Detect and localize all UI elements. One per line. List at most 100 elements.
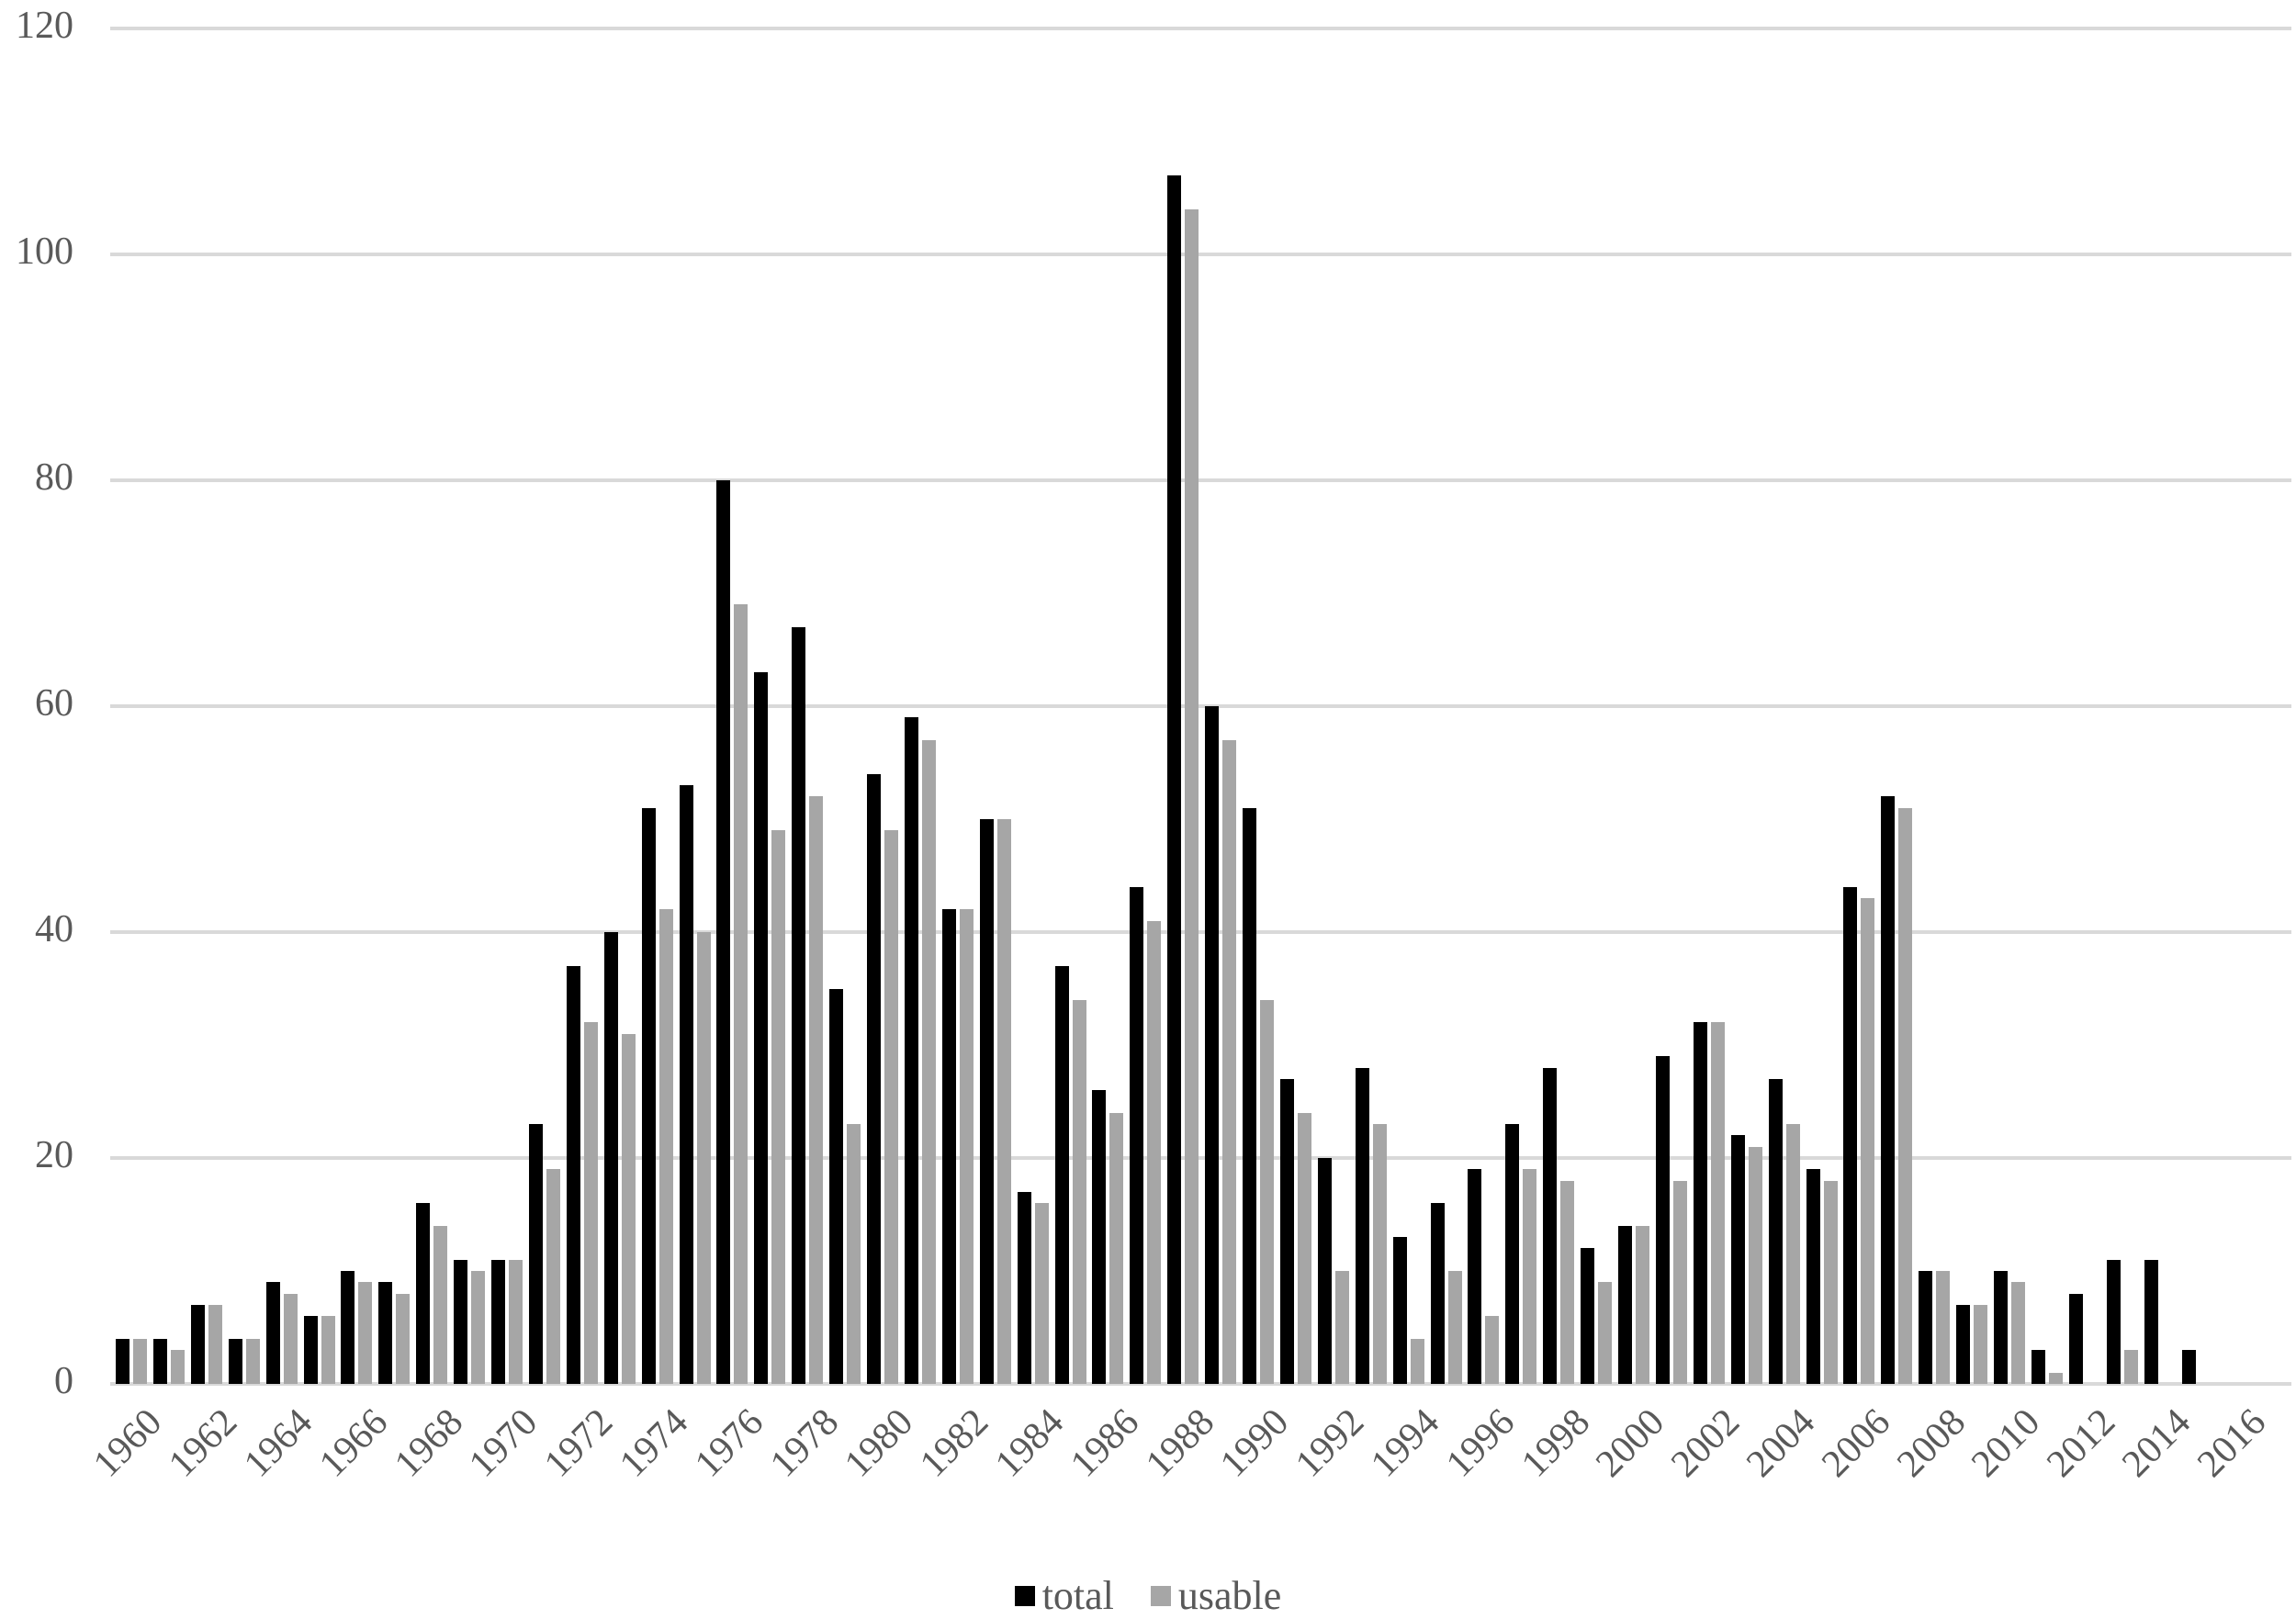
bar-usable-1999 <box>1598 1282 1613 1384</box>
bar-usable-2004 <box>1785 1124 1800 1384</box>
bar-usable-2006 <box>1861 898 1875 1384</box>
bar-total-1986 <box>1092 1090 1107 1384</box>
bar-usable-1969 <box>471 1271 486 1384</box>
gridline-100 <box>110 253 2291 256</box>
bar-total-1970 <box>491 1259 505 1384</box>
bar-usable-1980 <box>884 830 898 1384</box>
bar-usable-1998 <box>1560 1180 1575 1384</box>
bar-usable-1982 <box>959 909 974 1384</box>
bar-usable-1987 <box>1147 920 1162 1384</box>
legend-label-usable: usable <box>1177 1573 1282 1618</box>
bar-total-2004 <box>1768 1078 1783 1384</box>
bar-total-2009 <box>1956 1304 1971 1384</box>
bar-total-1976 <box>716 480 731 1384</box>
bar-total-2012 <box>2068 1293 2083 1384</box>
bar-total-1995 <box>1430 1203 1445 1384</box>
bar-total-2010 <box>1994 1271 2008 1384</box>
bar-usable-2001 <box>1672 1180 1687 1384</box>
bar-total-1980 <box>867 773 881 1384</box>
y-tick-label: 0 <box>54 1360 73 1402</box>
bar-usable-1962 <box>208 1304 222 1384</box>
bar-usable-2010 <box>2011 1282 2025 1384</box>
bar-total-1996 <box>1468 1169 1482 1384</box>
gridline-60 <box>110 704 2291 708</box>
bar-usable-2002 <box>1710 1022 1725 1384</box>
bar-total-2001 <box>1655 1056 1670 1384</box>
bar-total-1981 <box>904 717 918 1384</box>
bar-total-1965 <box>303 1316 318 1384</box>
bar-usable-1965 <box>321 1316 335 1384</box>
bar-usable-1974 <box>658 909 673 1384</box>
y-tick-label: 100 <box>16 230 73 273</box>
bar-usable-2008 <box>1936 1271 1951 1384</box>
gridline-80 <box>110 478 2291 482</box>
bar-usable-1977 <box>771 830 786 1384</box>
bar-total-1972 <box>566 965 580 1384</box>
bar-total-1987 <box>1130 886 1144 1384</box>
bar-usable-1983 <box>996 819 1011 1384</box>
bar-total-1973 <box>603 932 618 1384</box>
bar-usable-1993 <box>1372 1124 1387 1384</box>
bar-total-1982 <box>941 909 956 1384</box>
bar-total-1994 <box>1392 1237 1407 1384</box>
bar-total-1979 <box>829 988 844 1384</box>
bar-total-2013 <box>2106 1259 2121 1384</box>
bar-usable-2009 <box>1974 1304 1988 1384</box>
bar-total-1988 <box>1167 174 1182 1384</box>
bar-usable-1988 <box>1185 208 1199 1384</box>
bar-total-1964 <box>265 1282 280 1384</box>
legend-item-usable: usable <box>1150 1572 1282 1619</box>
y-tick-label: 20 <box>35 1134 73 1176</box>
bar-total-1971 <box>528 1124 543 1384</box>
bar-usable-2007 <box>1898 807 1913 1384</box>
bar-total-1991 <box>1279 1078 1294 1384</box>
bar-total-1975 <box>679 785 693 1384</box>
bar-usable-1986 <box>1109 1112 1124 1384</box>
bar-total-1992 <box>1317 1158 1332 1384</box>
bar-total-1998 <box>1543 1067 1558 1384</box>
y-tick-label: 80 <box>35 456 73 499</box>
bar-total-1983 <box>979 819 994 1384</box>
bar-total-2007 <box>1881 796 1896 1384</box>
bar-usable-1996 <box>1485 1316 1500 1384</box>
bar-total-2005 <box>1806 1169 1820 1384</box>
bar-usable-2000 <box>1636 1225 1649 1384</box>
bar-total-1969 <box>454 1259 468 1384</box>
bar-usable-2013 <box>2123 1350 2138 1384</box>
bar-usable-1994 <box>1410 1338 1424 1384</box>
bar-total-1978 <box>792 626 806 1384</box>
bar-total-1977 <box>754 672 769 1384</box>
bar-total-1960 <box>116 1338 129 1384</box>
bar-total-2008 <box>1919 1271 1933 1384</box>
bar-usable-2003 <box>1748 1146 1762 1384</box>
legend-label-total: total <box>1041 1573 1114 1618</box>
bar-usable-1961 <box>170 1350 185 1384</box>
bar-total-2015 <box>2181 1350 2196 1384</box>
bar-usable-2005 <box>1823 1180 1838 1384</box>
gridline-20 <box>110 1156 2291 1160</box>
bar-total-1962 <box>190 1304 205 1384</box>
bar-total-1974 <box>641 807 656 1384</box>
bar-usable-1973 <box>621 1033 636 1384</box>
y-tick-label: 60 <box>35 682 73 725</box>
bar-usable-1990 <box>1260 999 1274 1384</box>
bar-total-2006 <box>1843 886 1858 1384</box>
bar-usable-1971 <box>546 1169 560 1384</box>
bar-usable-1972 <box>583 1022 598 1384</box>
bar-usable-2011 <box>2048 1372 2063 1384</box>
bar-usable-1966 <box>358 1282 373 1384</box>
bar-usable-1984 <box>1034 1203 1049 1384</box>
gridline-120 <box>110 27 2291 30</box>
bar-usable-1960 <box>133 1338 147 1384</box>
bar-usable-1967 <box>396 1293 411 1384</box>
bar-total-2014 <box>2144 1259 2158 1384</box>
bar-usable-1992 <box>1334 1271 1349 1384</box>
bar-total-1989 <box>1205 706 1220 1384</box>
bar-usable-1979 <box>847 1124 861 1384</box>
bar-total-2002 <box>1693 1022 1707 1384</box>
gridline-0 <box>110 1382 2291 1386</box>
legend: total usable <box>0 1572 2296 1619</box>
bar-total-2000 <box>1618 1225 1632 1384</box>
bar-usable-1981 <box>921 739 936 1384</box>
